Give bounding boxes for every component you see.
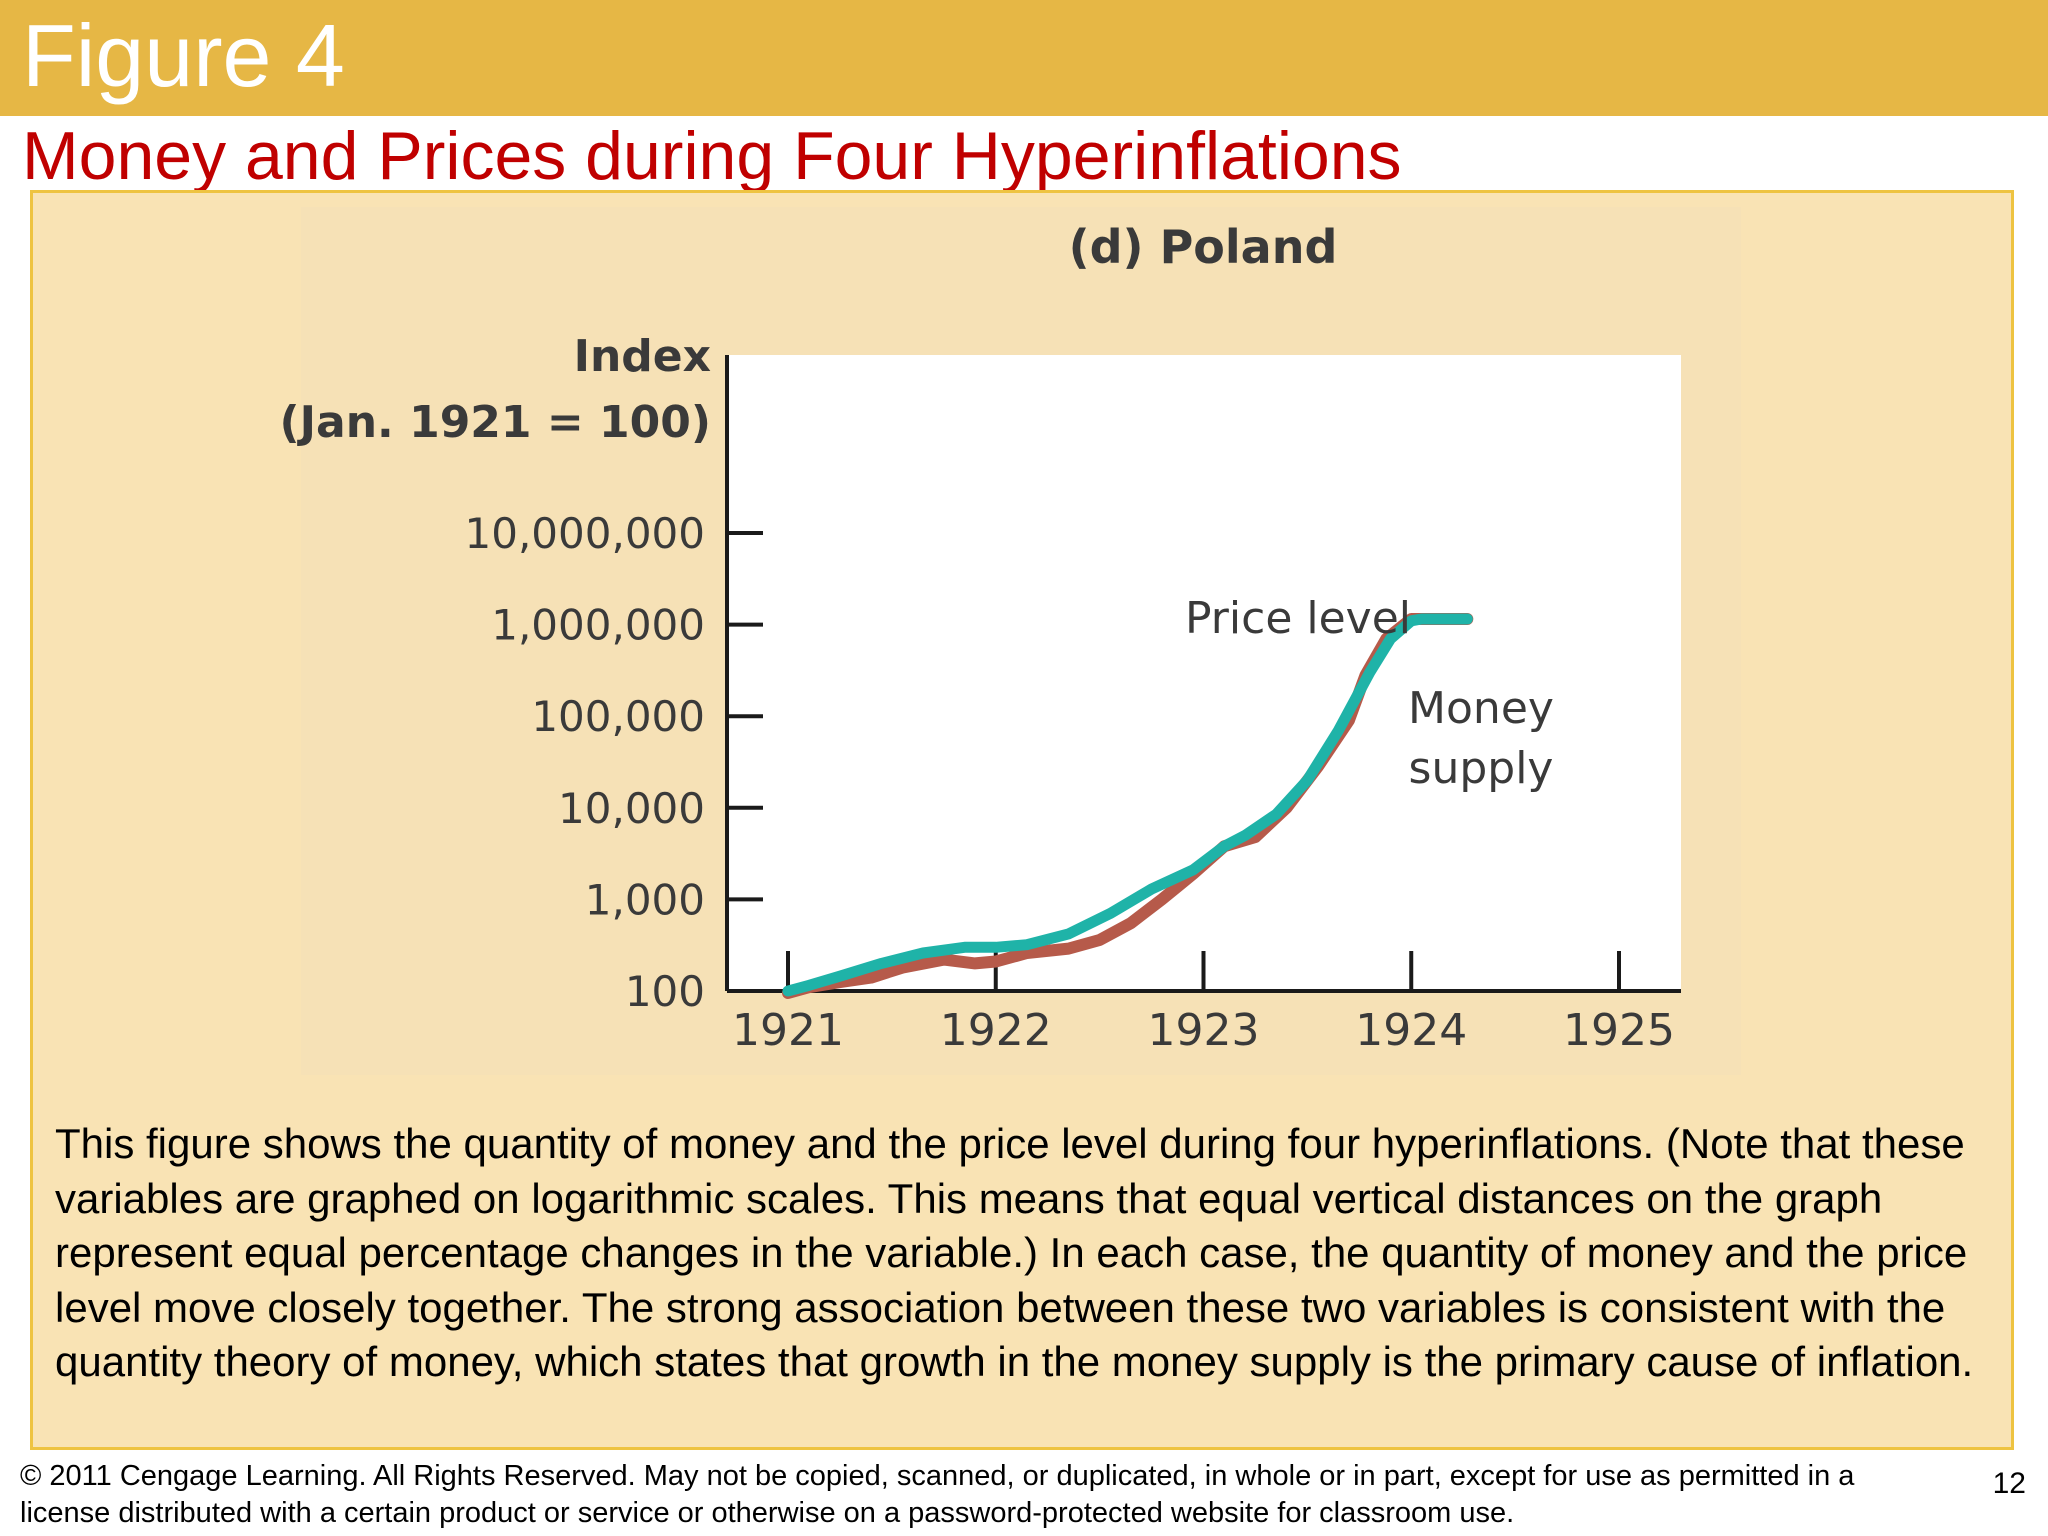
x-tick-label: 1924: [1355, 1005, 1467, 1056]
x-tick-label: 1925: [1563, 1005, 1675, 1056]
x-tick-label: 1921: [732, 1005, 844, 1056]
y-tick-label: 100,000: [531, 692, 705, 741]
price-level-label: Price level: [1185, 593, 1411, 644]
figure-caption: This figure shows the quantity of money …: [55, 1120, 1974, 1385]
money-supply-line: [782, 613, 1473, 997]
y-tick-label: 100: [625, 967, 705, 1016]
money-supply-label-line1: Money: [1408, 683, 1554, 734]
poland-chart: (d) Poland Index (Jan. 1921 = 100) 100 1,000…: [280, 220, 1681, 1056]
money-supply-label-line2: supply: [1409, 743, 1554, 794]
chart-title: (d) Poland: [1069, 220, 1338, 274]
header-bar: [0, 0, 2048, 116]
y-tick-label: 10,000,000: [465, 509, 705, 558]
plot-area: [727, 355, 1681, 991]
copyright-notice: © 2011 Cengage Learning. All Rights Rese…: [20, 1460, 1855, 1529]
x-tick-label: 1923: [1148, 1005, 1260, 1056]
slide-subtitle: Money and Prices during Four Hyperinflat…: [22, 118, 1402, 194]
slide-title: Figure 4: [22, 6, 345, 105]
y-tick-label: 1,000,000: [491, 601, 705, 650]
x-tick-label: 1922: [940, 1005, 1052, 1056]
y-axis-label-line2: (Jan. 1921 = 100): [280, 397, 711, 448]
y-tick-label: 10,000: [558, 784, 705, 833]
y-tick-label: 1,000: [585, 875, 705, 924]
y-axis-label-line1: Index: [574, 331, 711, 382]
figure-panel: (d) Poland Index (Jan. 1921 = 100) 100 1,000…: [30, 190, 2014, 1450]
page-number: 12: [1992, 1467, 2026, 1500]
